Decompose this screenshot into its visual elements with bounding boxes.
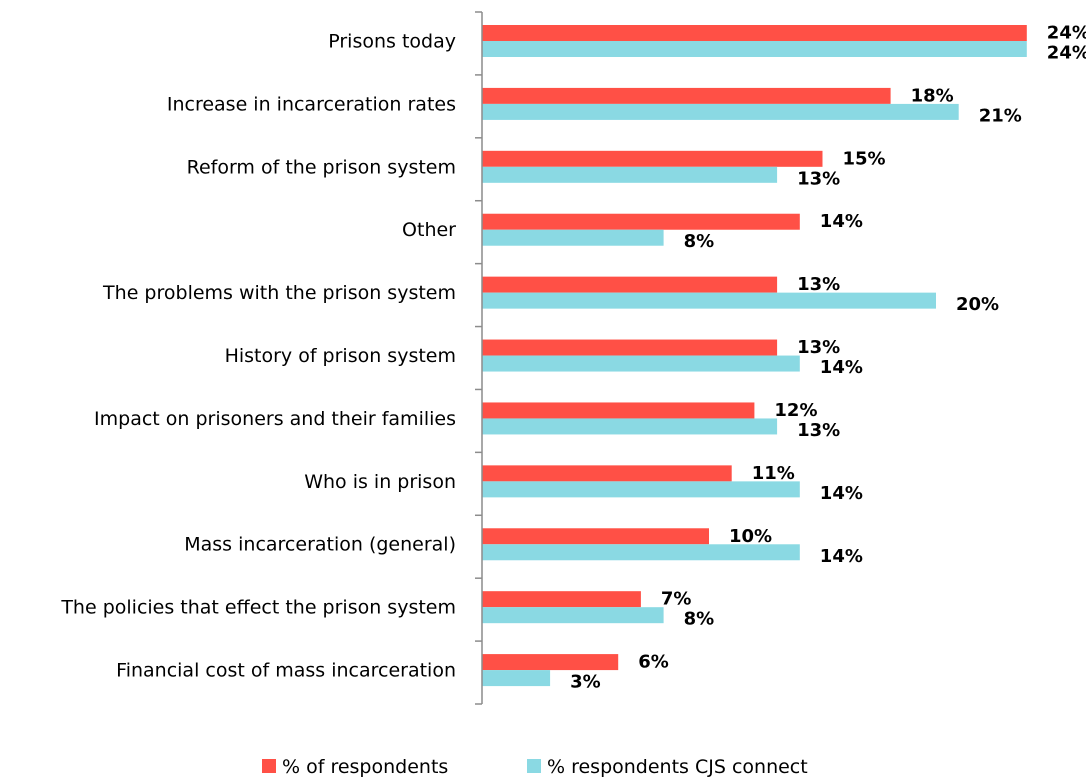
category-label: Mass incarceration (general) (184, 534, 456, 556)
category-label: Prisons today (328, 30, 456, 52)
value-label-respondents: 6% (638, 652, 669, 673)
bar-cjs-connect (482, 544, 800, 561)
value-label-cjs-connect: 13% (797, 168, 840, 189)
bar-respondents (482, 150, 823, 167)
value-label-respondents: 13% (797, 274, 840, 295)
value-label-respondents: 24% (1047, 23, 1086, 44)
value-label-cjs-connect: 14% (820, 483, 863, 504)
value-label-cjs-connect: 14% (820, 357, 863, 378)
bar-cjs-connect (482, 481, 800, 498)
category-label: History of prison system (225, 345, 456, 367)
value-label-respondents: 13% (797, 337, 840, 358)
legend-swatch-respondents (262, 759, 276, 773)
category-label: Reform of the prison system (187, 156, 456, 178)
bar-respondents (482, 213, 800, 230)
value-label-cjs-connect: 24% (1047, 43, 1086, 64)
value-label-respondents: 11% (752, 463, 795, 484)
value-label-cjs-connect: 13% (797, 420, 840, 441)
bars-layer (482, 25, 1027, 687)
bar-cjs-connect (482, 607, 664, 624)
bar-respondents (482, 25, 1027, 41)
category-label: Who is in prison (304, 471, 456, 493)
value-label-respondents: 7% (661, 589, 692, 610)
legend-swatch-cjs-connect (527, 759, 541, 773)
value-label-respondents: 18% (911, 85, 954, 106)
value-label-cjs-connect: 20% (956, 294, 999, 315)
bar-cjs-connect (482, 670, 551, 687)
bar-respondents (482, 87, 891, 104)
legend-label-respondents: % of respondents (282, 756, 448, 778)
value-label-cjs-connect: 3% (570, 672, 601, 693)
category-axis (475, 11, 483, 705)
bar-cjs-connect (482, 292, 936, 309)
bar-respondents (482, 339, 778, 356)
value-labels: 24%24%18%21%15%13%14%8%13%20%13%14%12%13… (570, 23, 1086, 693)
category-label: Other (402, 219, 456, 241)
value-label-cjs-connect: 14% (820, 546, 863, 567)
bar-respondents (482, 465, 732, 482)
bar-cjs-connect (482, 166, 778, 183)
value-label-respondents: 15% (843, 148, 886, 169)
bar-cjs-connect (482, 355, 800, 372)
value-label-respondents: 10% (729, 526, 772, 547)
legend: % of respondents % respondents CJS conne… (262, 756, 808, 778)
category-label: The policies that effect the prison syst… (60, 597, 456, 619)
legend-label-cjs-connect: % respondents CJS connect (547, 756, 808, 778)
value-label-respondents: 12% (774, 400, 817, 421)
value-label-respondents: 14% (820, 211, 863, 232)
bar-respondents (482, 528, 709, 545)
bar-respondents (482, 591, 641, 608)
bar-cjs-connect (482, 41, 1027, 57)
bar-respondents (482, 276, 778, 293)
bar-cjs-connect (482, 229, 664, 246)
category-label: The problems with the prison system (102, 282, 456, 304)
bar-respondents (482, 654, 619, 671)
value-label-cjs-connect: 8% (684, 609, 715, 630)
category-label: Impact on prisoners and their families (94, 408, 456, 430)
value-label-cjs-connect: 8% (684, 231, 715, 252)
value-label-cjs-connect: 21% (979, 105, 1022, 126)
category-label: Increase in incarceration rates (167, 93, 456, 115)
bar-respondents (482, 402, 755, 419)
bar-cjs-connect (482, 418, 778, 435)
category-label: Financial cost of mass incarceration (116, 660, 456, 682)
category-labels: Prisons today Increase in incarceration r… (60, 30, 456, 681)
bar-cjs-connect (482, 103, 959, 120)
